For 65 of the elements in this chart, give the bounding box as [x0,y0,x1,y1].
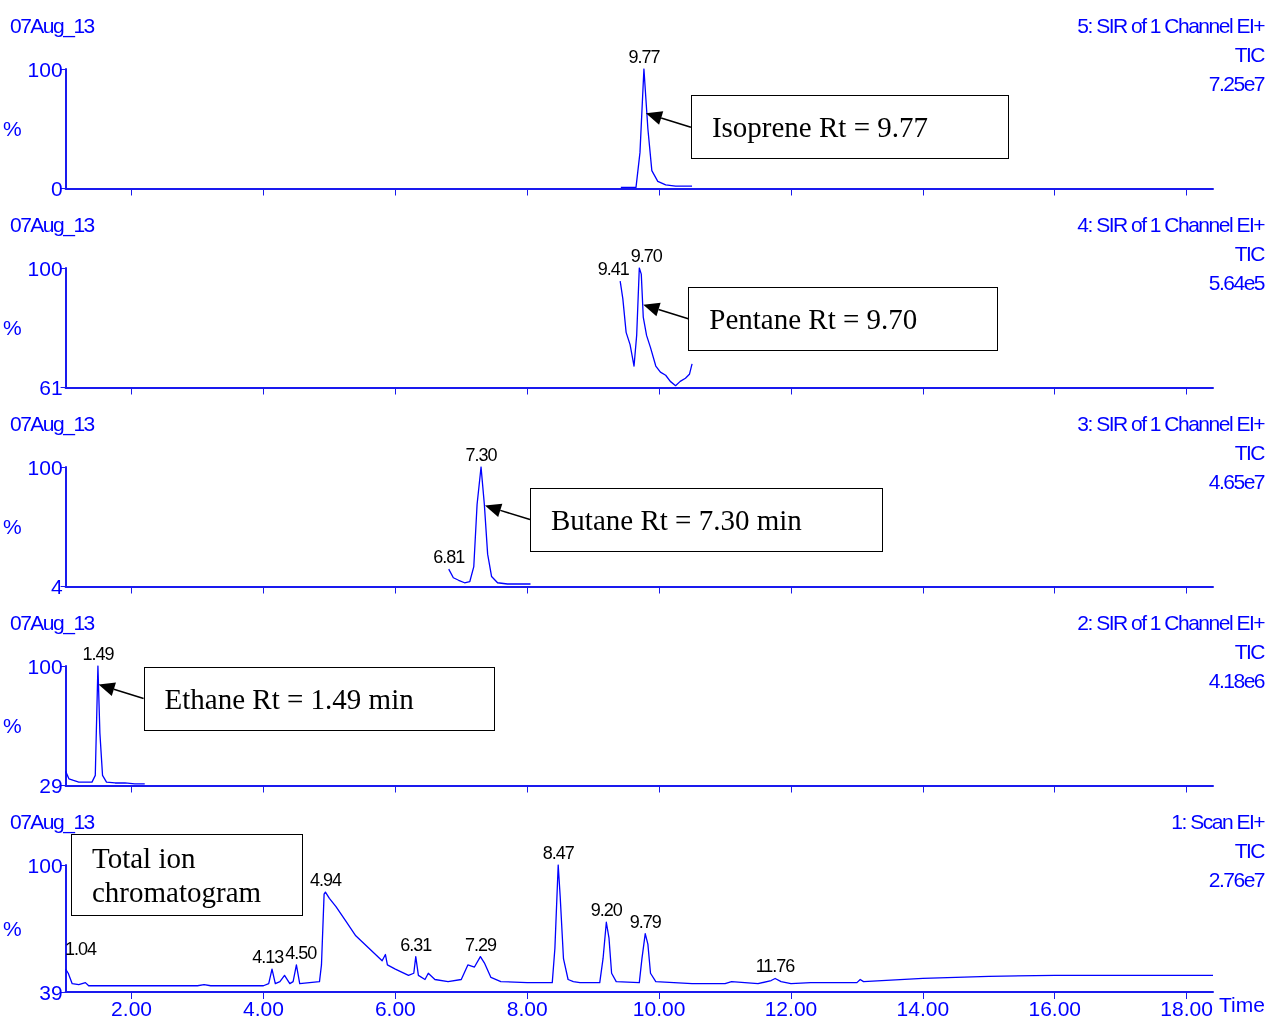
annotation: 5.64e5 [1208,271,1264,295]
y-axis-title: % [2,515,22,539]
text: 07Aug_13 [10,810,94,834]
text: 07Aug_13 [10,213,94,237]
text: 3: SIR of 1 Channel EI+ [1077,412,1264,436]
text: 4: SIR of 1 Channel EI+ [1077,213,1264,237]
y-axis-title: % [2,316,22,340]
text: TIC [1234,43,1264,67]
y-tick-label: 100 [27,455,63,479]
annotation: 7.29 [464,934,496,955]
y-tick-label: 100 [27,853,63,877]
annotation: 4.65e7 [1208,470,1264,494]
text: TIC [1234,640,1264,664]
x-tick-label: 18.00 [1160,997,1213,1020]
annotation: 9.41 [597,259,629,280]
x-tick-label: 14.00 [896,997,950,1020]
annotation: 9.77 [628,47,660,67]
x-tick-label: 2.00 [111,997,152,1020]
annotation: 4.13 [252,947,284,968]
y-tick-label: 29 [39,774,63,797]
annotation: 7.30 [465,445,497,465]
y-tick-label: 0 [50,177,63,200]
y-tick-label: 100 [27,57,63,81]
annotation: 6.31 [400,934,432,955]
annotation: Butane Rt = 7.30 min [530,487,883,552]
y-tick-label: 100 [27,256,63,280]
text: 5: SIR of 1 Channel EI+ [1077,14,1264,38]
annotation: 6.81 [433,547,465,568]
annotation: 8.47 [542,843,574,863]
annotation: 7.25e7 [1208,72,1264,96]
annotation: Pentane Rt = 9.70 [688,286,999,351]
annotation: 4.50 [285,942,317,963]
annotation: 9.79 [629,911,661,932]
text: 07Aug_13 [10,611,94,635]
text: 07Aug_13 [10,14,94,38]
text: 1: Scan EI+ [1171,810,1264,834]
annotation: Isoprene Rt = 9.77 [690,95,1009,160]
annotation: 9.20 [590,900,622,921]
text: 07Aug_13 [10,412,94,436]
x-tick-label: 6.00 [374,997,416,1020]
y-tick-label: 61 [39,376,63,399]
x-tick-label: 16.00 [1028,997,1082,1020]
x-tick-label: 10.00 [632,997,686,1020]
annotation: 9.70 [630,246,662,266]
text: TIC [1234,242,1264,266]
y-tick-label: 100 [27,654,63,678]
text: TIC [1234,839,1264,863]
y-tick-label: 39 [39,980,63,1004]
annotation: Total ion chromatogram [71,834,303,916]
y-axis-title: % [2,917,22,940]
y-axis-title: % [2,714,22,738]
annotation: 4.94 [309,870,341,891]
x-tick-label: 12.00 [764,997,818,1020]
annotation: 11.76 [755,956,795,977]
x-axis-title: Time [1219,993,1265,1016]
annotation: 2.76e7 [1208,868,1264,892]
x-tick-label: 4.00 [243,997,284,1020]
text: TIC [1234,441,1264,465]
y-axis-title: % [2,117,22,141]
annotation: 4.18e6 [1208,669,1264,693]
annotation: 1.49 [82,644,114,664]
y-tick-label: 4 [50,575,63,598]
x-tick-label: 8.00 [506,997,548,1020]
annotation: Ethane Rt = 1.49 min [143,666,495,731]
text: 2: SIR of 1 Channel EI+ [1077,611,1264,635]
